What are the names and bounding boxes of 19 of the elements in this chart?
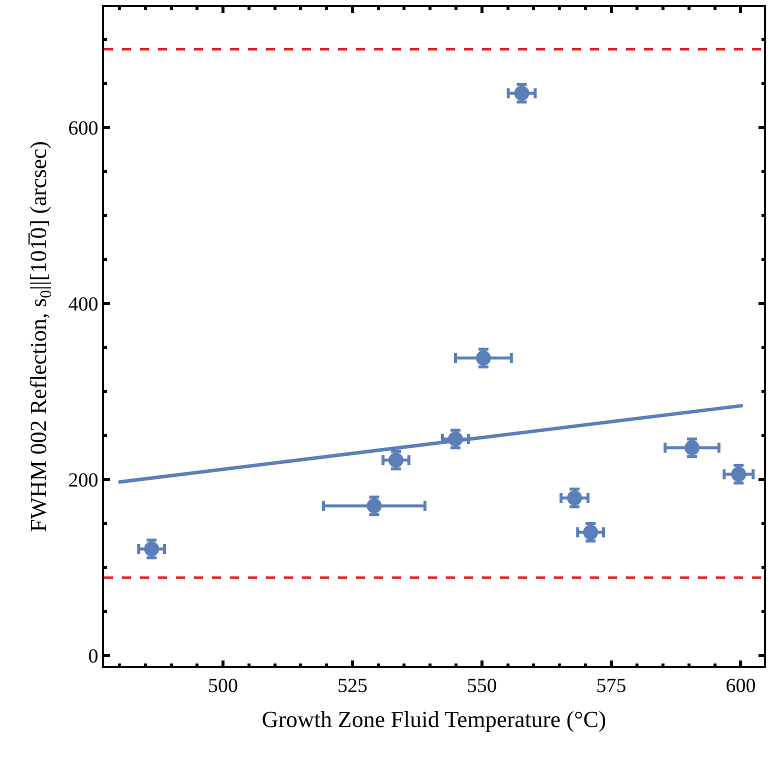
point [144, 541, 160, 556]
x-tick-label: 600 [726, 674, 756, 697]
y-tick-label: 0 [88, 645, 98, 668]
x-tick-label: 550 [466, 674, 497, 697]
point [476, 350, 491, 366]
point [583, 524, 598, 540]
y-tick-label: 400 [68, 294, 98, 316]
x-tick-label: 500 [208, 674, 238, 697]
x-tick-label: 575 [596, 674, 626, 697]
point [514, 86, 530, 101]
x-axis-title: Growth Zone Fluid Temperature (°C) [262, 706, 606, 732]
point [684, 440, 700, 456]
point [388, 452, 404, 468]
y-tick-label: 200 [68, 469, 98, 492]
y-tick-label: 600 [68, 118, 98, 140]
point [366, 498, 382, 514]
point [567, 490, 582, 506]
x-tick-label: 525 [337, 674, 368, 697]
point [731, 466, 746, 482]
